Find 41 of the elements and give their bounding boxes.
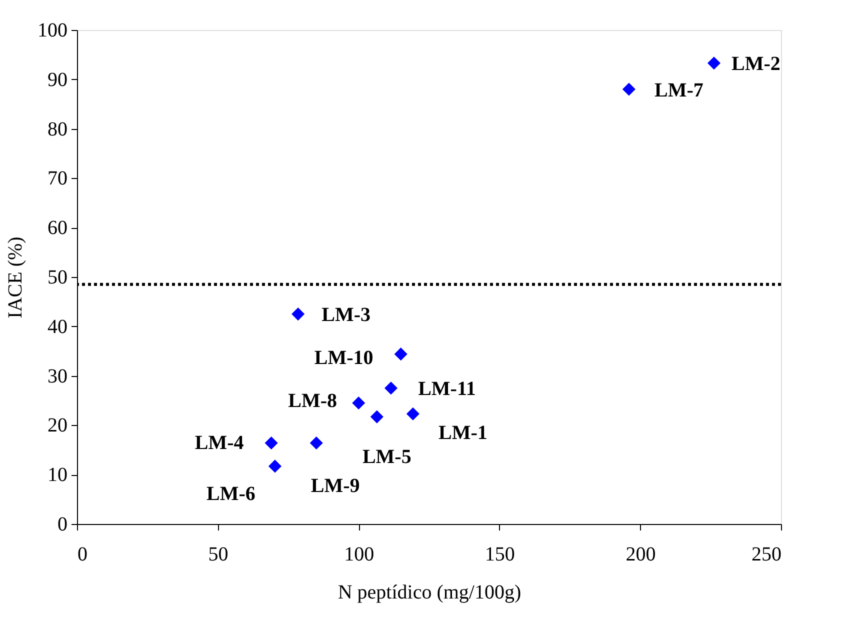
y-axis-title: IACE (%) <box>4 236 26 318</box>
point <box>352 396 366 410</box>
point <box>384 382 398 395</box>
point <box>622 82 636 96</box>
annotation: LM-5 <box>362 446 412 468</box>
y-tick-label: 80 <box>48 118 68 140</box>
y-tick-label: 0 <box>58 514 68 536</box>
annotation: LM-10 <box>314 347 374 370</box>
annotation: LM-1 <box>438 422 488 444</box>
x-tick-label: 150 <box>484 544 515 566</box>
annotation: LM-11 <box>418 378 476 400</box>
annotation: LM-2 <box>732 53 780 76</box>
annotation: LM-6 <box>206 483 256 506</box>
x-tick-label: 0 <box>78 544 88 566</box>
point <box>292 308 305 321</box>
x-tick-label: 50 <box>208 544 228 566</box>
y-tick-label: 10 <box>48 464 68 486</box>
annotation: LM-7 <box>654 79 704 102</box>
point <box>268 460 282 473</box>
y-tick-label: 90 <box>48 68 68 91</box>
x-tick-label: 200 <box>626 544 656 566</box>
y-tick-label: 100 <box>38 20 68 42</box>
annotation: LM-4 <box>194 432 244 454</box>
y-tick-label: 30 <box>48 365 68 388</box>
y-tick-label: 50 <box>48 266 68 288</box>
annotation: LM-8 <box>288 390 338 412</box>
point <box>394 348 408 361</box>
x-tick-label: 100 <box>344 544 374 566</box>
point <box>310 436 323 450</box>
point <box>406 407 420 420</box>
x-tick-label: 250 <box>752 544 782 566</box>
annotation: LM-3 <box>322 304 370 326</box>
y-tick-label: 40 <box>48 316 68 338</box>
y-tick-label: 60 <box>48 217 68 240</box>
x-axis-title: N peptídico (mg/100g) <box>338 582 522 604</box>
point <box>264 436 278 450</box>
y-tick-label: 20 <box>48 414 68 437</box>
annotation: LM-9 <box>310 474 360 497</box>
y-tick-label: 70 <box>48 168 68 190</box>
point <box>707 56 720 70</box>
point <box>370 410 384 424</box>
